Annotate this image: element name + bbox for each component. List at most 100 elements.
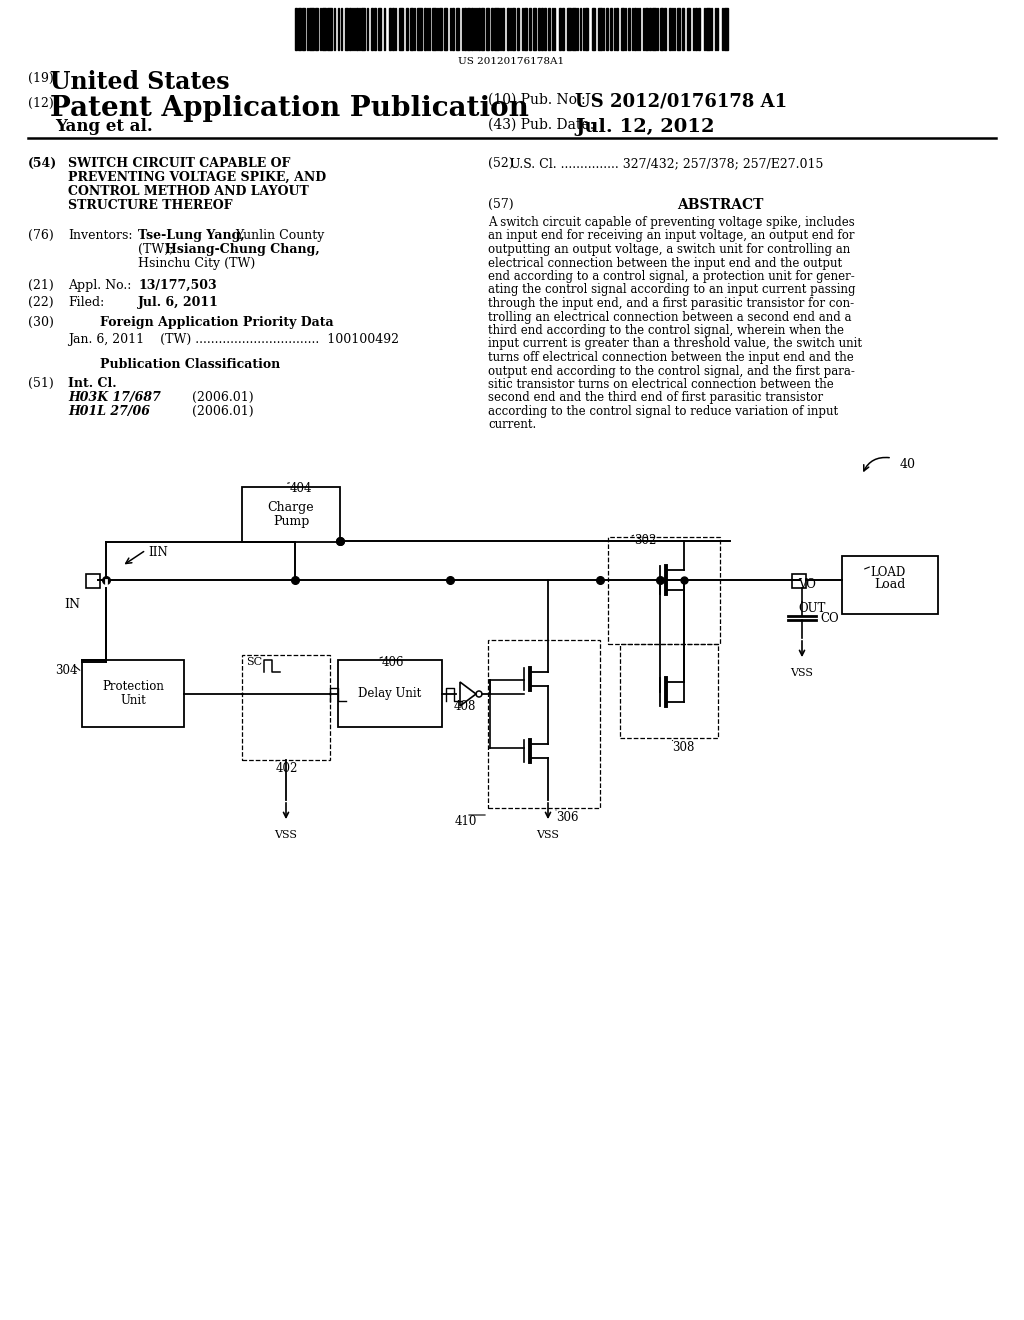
Text: PREVENTING VOLTAGE SPIKE, AND: PREVENTING VOLTAGE SPIKE, AND bbox=[68, 172, 326, 183]
Bar bbox=[432, 8, 436, 50]
Text: (2006.01): (2006.01) bbox=[193, 391, 254, 404]
Bar bbox=[86, 574, 100, 587]
Text: Jul. 12, 2012: Jul. 12, 2012 bbox=[575, 117, 715, 136]
Bar bbox=[439, 8, 442, 50]
Bar bbox=[467, 8, 470, 50]
Text: through the input end, and a first parasitic transistor for con-: through the input end, and a first paras… bbox=[488, 297, 854, 310]
Text: Patent Application Publication: Patent Application Publication bbox=[50, 95, 528, 121]
Text: 404: 404 bbox=[290, 482, 312, 495]
Bar bbox=[295, 8, 297, 50]
Bar bbox=[628, 8, 630, 50]
Text: (2006.01): (2006.01) bbox=[193, 405, 254, 418]
Text: CO: CO bbox=[820, 611, 839, 624]
Text: SC: SC bbox=[246, 657, 262, 667]
Text: (43) Pub. Date:: (43) Pub. Date: bbox=[488, 117, 594, 132]
Text: (19): (19) bbox=[28, 73, 53, 84]
Bar bbox=[345, 8, 348, 50]
Bar bbox=[538, 8, 540, 50]
Bar bbox=[567, 8, 571, 50]
Text: 410: 410 bbox=[455, 814, 477, 828]
Bar bbox=[652, 8, 656, 50]
Bar bbox=[610, 8, 612, 50]
Bar bbox=[490, 8, 493, 50]
Text: (30): (30) bbox=[28, 315, 54, 329]
Bar bbox=[502, 8, 504, 50]
Text: Publication Classification: Publication Classification bbox=[100, 358, 281, 371]
Text: Charge
Pump: Charge Pump bbox=[267, 500, 314, 528]
Bar bbox=[598, 8, 602, 50]
Text: IIN: IIN bbox=[148, 546, 168, 558]
Bar bbox=[544, 8, 546, 50]
Text: OUT: OUT bbox=[798, 602, 825, 615]
Bar bbox=[541, 8, 543, 50]
Text: 302: 302 bbox=[634, 535, 656, 546]
Text: 408: 408 bbox=[454, 700, 476, 713]
Text: VSS: VSS bbox=[274, 830, 298, 840]
Text: (51): (51) bbox=[28, 378, 53, 389]
Bar bbox=[417, 8, 422, 50]
Text: current.: current. bbox=[488, 418, 537, 432]
Text: outputting an output voltage, a switch unit for controlling an: outputting an output voltage, a switch u… bbox=[488, 243, 850, 256]
Text: (10) Pub. No.:: (10) Pub. No.: bbox=[488, 92, 586, 107]
Bar bbox=[444, 8, 447, 50]
Bar bbox=[356, 8, 358, 50]
Bar bbox=[464, 8, 466, 50]
Text: (21): (21) bbox=[28, 279, 53, 292]
Bar bbox=[399, 8, 403, 50]
Text: U.S. Cl. ............... 327/432; 257/378; 257/E27.015: U.S. Cl. ............... 327/432; 257/37… bbox=[510, 157, 823, 170]
Text: (76): (76) bbox=[28, 228, 53, 242]
Bar bbox=[706, 8, 710, 50]
Text: VSS: VSS bbox=[791, 668, 813, 678]
Text: Jan. 6, 2011    (TW) ................................  100100492: Jan. 6, 2011 (TW) ......................… bbox=[68, 333, 399, 346]
Text: Hsiang-Chung Chang,: Hsiang-Chung Chang, bbox=[165, 243, 319, 256]
Bar bbox=[494, 8, 499, 50]
Text: 13/177,503: 13/177,503 bbox=[138, 279, 217, 292]
Bar bbox=[698, 8, 700, 50]
Bar bbox=[687, 8, 690, 50]
Bar bbox=[371, 8, 373, 50]
Text: 406: 406 bbox=[382, 656, 404, 669]
Text: Protection
Unit: Protection Unit bbox=[102, 680, 164, 708]
Text: (54): (54) bbox=[28, 157, 57, 170]
Bar bbox=[645, 8, 648, 50]
Bar bbox=[374, 8, 376, 50]
Bar bbox=[842, 556, 938, 614]
Bar bbox=[82, 660, 184, 727]
Text: sitic transistor turns on electrical connection between the: sitic transistor turns on electrical con… bbox=[488, 378, 834, 391]
Bar bbox=[410, 8, 413, 50]
Text: H03K 17/687: H03K 17/687 bbox=[68, 391, 161, 404]
Bar bbox=[512, 8, 515, 50]
Bar bbox=[669, 8, 671, 50]
Bar bbox=[456, 8, 459, 50]
Bar bbox=[592, 8, 595, 50]
Bar bbox=[478, 8, 480, 50]
Text: Yang et al.: Yang et al. bbox=[55, 117, 153, 135]
Bar bbox=[634, 8, 636, 50]
Bar bbox=[677, 8, 680, 50]
Text: Jul. 6, 2011: Jul. 6, 2011 bbox=[138, 296, 219, 309]
Bar bbox=[507, 8, 509, 50]
Text: according to the control signal to reduce variation of input: according to the control signal to reduc… bbox=[488, 405, 838, 418]
Text: third end according to the control signal, wherein when the: third end according to the control signa… bbox=[488, 323, 844, 337]
Bar bbox=[452, 8, 454, 50]
Bar bbox=[585, 8, 588, 50]
Bar bbox=[298, 8, 301, 50]
Text: (52): (52) bbox=[488, 157, 514, 170]
Text: Appl. No.:: Appl. No.: bbox=[68, 279, 131, 292]
Text: electrical connection between the input end and the output: electrical connection between the input … bbox=[488, 256, 842, 269]
Bar bbox=[471, 8, 473, 50]
Text: trolling an electrical connection between a second end and a: trolling an electrical connection betwee… bbox=[488, 310, 852, 323]
Bar bbox=[664, 8, 666, 50]
Text: output end according to the control signal, and the first para-: output end according to the control sign… bbox=[488, 364, 855, 378]
Bar bbox=[559, 8, 561, 50]
Bar bbox=[349, 8, 351, 50]
Bar bbox=[361, 8, 365, 50]
Bar bbox=[389, 8, 391, 50]
Bar bbox=[548, 8, 550, 50]
Bar bbox=[406, 8, 408, 50]
Text: 308: 308 bbox=[672, 741, 694, 754]
Text: Hsinchu City (TW): Hsinchu City (TW) bbox=[138, 257, 255, 271]
Bar bbox=[424, 8, 426, 50]
Text: US 2012/0176178 A1: US 2012/0176178 A1 bbox=[575, 92, 787, 111]
Bar bbox=[488, 640, 600, 808]
